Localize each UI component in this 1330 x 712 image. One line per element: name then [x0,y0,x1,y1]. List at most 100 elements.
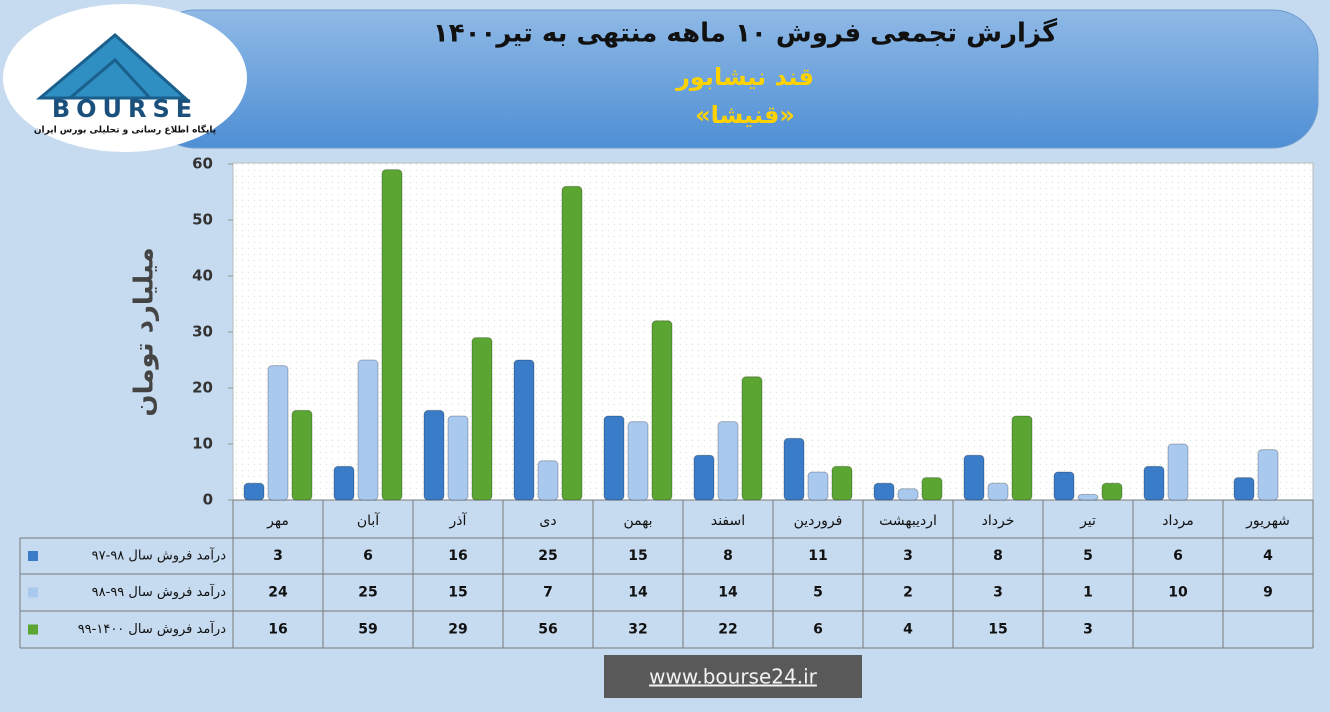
bar [717,421,739,501]
table-value: 8 [723,548,733,564]
bar [1101,482,1123,501]
y-tick-label: 50 [192,211,213,229]
plot-area [232,162,1314,501]
table-value: 3 [903,548,913,564]
bar [537,460,559,501]
y-tick-label: 0 [203,491,213,509]
y-tick-label: 60 [192,155,213,173]
x-tick-label: اردیبهشت [879,513,937,529]
bar [1077,493,1099,501]
bar [1143,465,1165,501]
legend-key [28,587,38,598]
symbol: «قنیشا» [695,101,795,129]
table-value: 56 [538,622,557,638]
bar [1233,477,1255,501]
bar [1011,415,1033,501]
table-value: 25 [538,548,557,564]
table-value: 5 [1083,548,1093,564]
x-tick-label: شهریور [1245,513,1290,529]
table-value: 6 [363,548,373,564]
table-value: 5 [813,585,823,601]
y-tick-label: 40 [192,267,213,285]
table-value: 15 [988,622,1007,638]
x-tick-label: فروردین [794,513,843,529]
table-value: 59 [358,622,377,638]
bar [987,482,1009,501]
legend-key [28,624,38,635]
bar [963,454,985,501]
logo-tagline: پایگاه اطلاع رسانی و تحلیلی بورس ایران [34,124,216,136]
bar [423,409,445,501]
y-tick-label: 30 [192,323,213,341]
x-tick-label: بهمن [623,513,652,529]
bar [1167,443,1189,501]
table-value: 25 [358,585,377,601]
logo-name: BOURSE [52,95,198,123]
table-value: 3 [1083,622,1093,638]
logo-mark [35,33,189,100]
bar [1257,449,1279,501]
bar [921,477,943,501]
x-tick-label: آذر [449,512,468,529]
table-value: 15 [628,548,647,564]
y-tick-label: 20 [192,379,213,397]
table-value: 6 [813,622,823,638]
table-value: 3 [993,585,1003,601]
x-tick-label: خرداد [982,513,1015,529]
bar [291,409,313,501]
table-value: 11 [808,548,827,564]
table-value: 32 [628,622,647,638]
bar [447,415,469,501]
footer-box [604,655,862,698]
bar [807,471,829,501]
bar [741,376,763,501]
bar [513,359,535,501]
table-value: 16 [268,622,287,638]
bar [627,421,649,501]
table-value: 10 [1168,585,1188,601]
x-tick-label: آبان [357,512,380,529]
legend-label: درآمد فروش سال ۹۹-۹۸ [92,583,227,600]
table-value: 14 [628,585,648,601]
y-axis-label: میلیارد تومان [130,247,160,416]
table-value: 4 [903,622,913,638]
legend-label: درآمد فروش سال ۹۸-۹۷ [92,547,227,564]
table-value: 29 [448,622,467,638]
table-value: 14 [718,585,738,601]
y-tick-label: 10 [192,435,213,453]
bar [831,465,853,501]
x-tick-label: مرداد [1162,513,1194,529]
bar [873,482,895,501]
table-value: 3 [273,548,283,564]
x-tick-label: دی [539,513,556,529]
bar [561,185,583,501]
table-value: 22 [718,622,737,638]
table-value: 7 [543,585,553,601]
table-value: 24 [268,585,288,601]
table-value: 15 [448,585,467,601]
bar [693,454,715,501]
bar [357,359,379,501]
x-tick-label: تیر [1079,513,1096,529]
x-tick-label: مهر [266,513,289,529]
table-value: 2 [903,585,913,601]
bar [603,415,625,501]
bar [267,365,289,501]
x-tick-label: اسفند [711,513,745,529]
bar [651,320,673,501]
table-value: 1 [1083,585,1093,601]
bar [897,488,919,501]
legend-label: درآمد فروش سال ۱۴۰۰-۹۹ [78,620,227,637]
bar [243,482,265,501]
subtitle: قند نیشابور [675,63,814,91]
bar [381,169,403,501]
table-value: 4 [1263,548,1273,564]
bar [333,465,355,501]
bar [1053,471,1075,501]
bar [471,337,493,501]
table-value: 6 [1173,548,1183,564]
table-value: 8 [993,548,1003,564]
bar [783,437,805,501]
footer-url[interactable]: www.bourse24.ir [649,665,818,689]
